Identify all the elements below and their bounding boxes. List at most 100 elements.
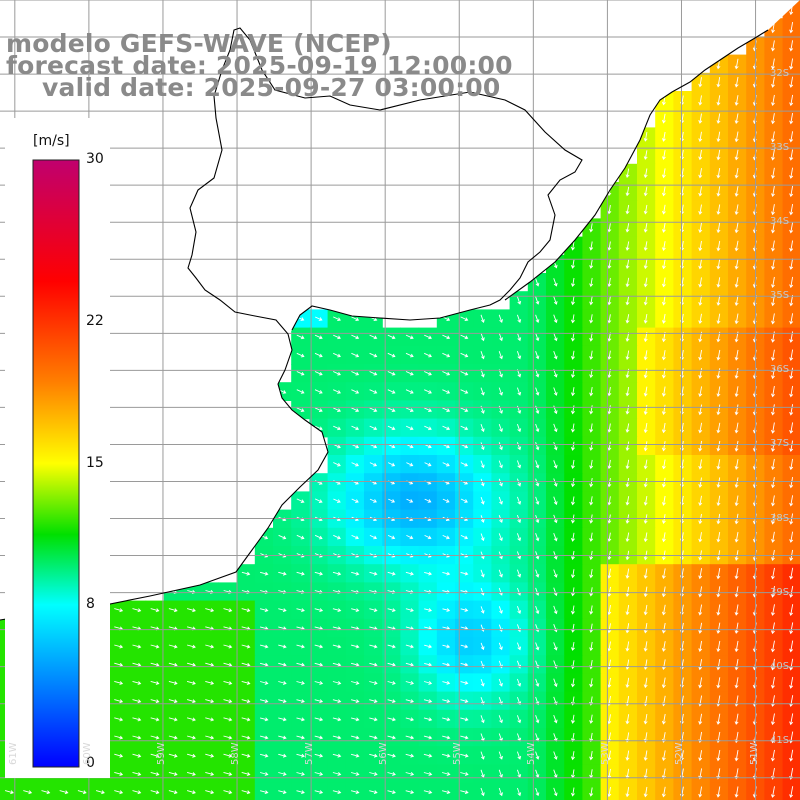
wind-arrow	[716, 532, 721, 543]
wind-arrow	[350, 717, 360, 722]
wind-arrow	[186, 662, 196, 667]
wind-arrow	[734, 204, 739, 216]
wind-arrow	[516, 332, 522, 342]
wind-arrow	[423, 735, 433, 740]
wind-arrow	[698, 786, 703, 798]
wind-arrow	[132, 662, 142, 667]
wind-arrow	[442, 407, 451, 412]
wind-arrow	[314, 334, 323, 340]
wind-arrow	[132, 699, 142, 704]
wind-arrow	[625, 423, 630, 433]
wind-arrow	[114, 717, 124, 722]
wind-arrow	[332, 608, 342, 613]
wind-arrow	[607, 241, 612, 251]
wind-arrow	[607, 641, 612, 652]
wind-arrow	[132, 717, 142, 722]
lon-label: 60W	[82, 742, 93, 765]
wind-arrow	[498, 715, 503, 724]
wind-arrow	[424, 352, 432, 358]
wind-arrow	[314, 717, 324, 722]
wind-arrow	[296, 717, 305, 722]
wind-arrow	[498, 751, 503, 760]
wind-arrow	[661, 386, 666, 397]
wind-speed-cell	[182, 782, 201, 800]
wind-speed-cell	[163, 782, 183, 800]
wind-arrow	[460, 498, 468, 503]
wind-arrow	[734, 768, 739, 780]
wind-arrow	[625, 714, 630, 725]
wind-arrow	[387, 680, 396, 685]
wind-arrow	[332, 644, 342, 649]
wind-arrow	[241, 699, 251, 704]
wind-arrow	[314, 425, 323, 431]
wind-arrow	[296, 389, 305, 394]
wind-arrow	[643, 586, 648, 598]
wind-arrow	[661, 404, 666, 416]
wind-arrow	[41, 790, 51, 795]
wind-arrow	[734, 258, 739, 270]
wind-arrow	[278, 753, 287, 758]
wind-arrow	[589, 405, 594, 415]
wind-arrow	[698, 604, 703, 616]
wind-arrow	[387, 735, 396, 740]
wind-arrow	[770, 567, 775, 580]
wind-arrow	[259, 790, 269, 795]
wind-arrow	[643, 568, 648, 579]
wind-arrow	[442, 608, 451, 612]
wind-speed-cell	[36, 782, 56, 800]
wind-arrow	[498, 351, 503, 360]
wind-arrow	[553, 423, 558, 433]
wind-arrow	[351, 571, 360, 576]
wind-arrow	[498, 496, 503, 505]
wind-arrow	[424, 389, 432, 394]
wind-arrow	[535, 460, 540, 469]
wind-arrow	[480, 606, 485, 614]
wind-arrow	[205, 644, 215, 649]
wind-arrow	[789, 622, 794, 635]
wind-arrow	[789, 313, 794, 325]
wind-arrow	[570, 387, 575, 397]
wind-arrow	[423, 717, 433, 722]
wind-arrow	[535, 278, 540, 287]
wind-arrow	[716, 659, 721, 671]
wind-arrow	[625, 532, 630, 543]
wind-arrow	[387, 717, 396, 722]
wind-arrow	[698, 295, 703, 306]
wind-arrow	[589, 678, 594, 688]
wind-arrow	[643, 350, 648, 361]
wind-arrow	[535, 715, 540, 724]
wind-arrow	[607, 459, 612, 470]
wind-arrow	[625, 295, 630, 306]
wind-arrow	[405, 644, 414, 649]
wind-arrow	[241, 753, 251, 758]
wind-arrow	[259, 662, 269, 667]
wind-arrow	[716, 113, 721, 124]
wind-arrow	[698, 77, 703, 88]
wind-arrow	[405, 389, 414, 394]
wind-arrow	[259, 680, 269, 685]
wind-arrow	[770, 386, 775, 398]
wind-arrow	[661, 622, 666, 634]
wind-arrow	[789, 113, 794, 125]
wind-arrow	[607, 405, 612, 415]
wind-arrow	[516, 678, 522, 687]
wind-arrow	[607, 223, 612, 233]
wind-arrow	[150, 608, 160, 613]
wind-arrow	[387, 753, 396, 758]
wind-arrow	[607, 750, 612, 761]
wind-arrow	[789, 531, 794, 543]
wind-arrow	[387, 534, 396, 540]
wind-arrow	[734, 422, 739, 434]
wind-arrow	[734, 659, 739, 671]
wind-speed-cell	[782, 782, 800, 800]
wind-arrow	[405, 407, 414, 412]
wind-arrow	[789, 185, 794, 198]
wind-arrow	[387, 407, 396, 412]
wind-arrow	[333, 389, 341, 394]
wind-arrow	[314, 662, 324, 667]
lon-label: 55W	[452, 742, 463, 765]
wind-arrow	[296, 771, 305, 776]
wind-arrow	[734, 531, 739, 543]
wind-speed-cell	[200, 782, 219, 800]
wind-arrow	[661, 568, 666, 580]
